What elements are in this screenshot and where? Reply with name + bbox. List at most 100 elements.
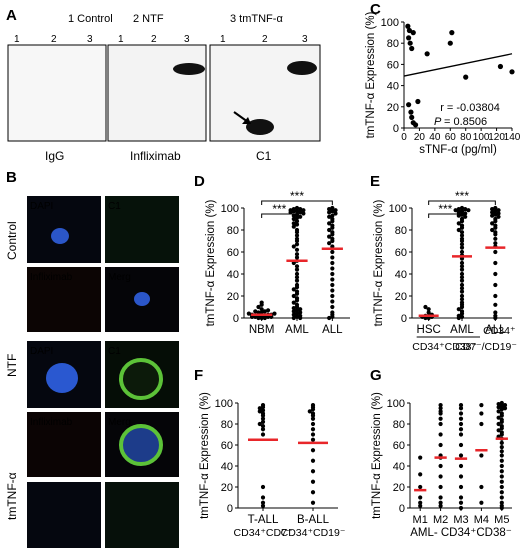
data-point xyxy=(490,227,495,233)
lane-number: 1 xyxy=(118,34,124,45)
tmtnf-row-top xyxy=(27,482,101,548)
data-point xyxy=(456,227,461,233)
data-point xyxy=(259,307,264,312)
data-point xyxy=(479,500,484,505)
stat-p-symbol: P xyxy=(434,116,442,128)
data-point xyxy=(412,122,419,128)
panel-letter-a: A xyxy=(6,7,17,24)
x-tick-label: M1 xyxy=(413,514,428,526)
data-point xyxy=(291,287,296,292)
data-point xyxy=(330,266,335,271)
y-tick-label: 40 xyxy=(387,81,399,93)
group-label: AML- CD34⁺CD38⁻ xyxy=(410,527,512,539)
nucleus-blob xyxy=(46,363,78,393)
data-point xyxy=(447,40,453,46)
data-point xyxy=(499,505,504,511)
data-point xyxy=(253,309,258,314)
data-point xyxy=(496,405,501,410)
x-tick-label: ALL xyxy=(485,324,506,336)
data-point xyxy=(499,458,504,463)
significance-stars: *** xyxy=(455,189,469,203)
y-tick-label: 0 xyxy=(227,503,233,515)
data-point xyxy=(459,267,465,272)
data-point xyxy=(499,484,504,490)
channel-label-merg: Merg xyxy=(108,272,131,283)
data-point xyxy=(310,427,316,432)
data-point xyxy=(260,503,266,508)
data-point xyxy=(438,500,443,505)
data-point xyxy=(330,213,335,218)
data-point xyxy=(459,260,465,266)
y-tick-label: 80 xyxy=(227,225,239,237)
data-point xyxy=(438,421,443,427)
data-point xyxy=(256,304,261,310)
data-point xyxy=(294,275,300,280)
micro-tile xyxy=(27,412,101,477)
data-point xyxy=(493,310,498,315)
subgroup-label: CD7⁻/CD19⁻ xyxy=(455,341,517,353)
y-tick-label: 20 xyxy=(393,482,405,494)
data-point xyxy=(499,404,504,409)
data-point xyxy=(459,293,465,299)
data-point xyxy=(499,449,504,454)
data-point xyxy=(294,233,300,238)
data-point xyxy=(493,209,498,214)
data-point xyxy=(499,426,504,431)
data-point xyxy=(438,474,443,479)
data-point xyxy=(496,401,501,407)
channel-label-infliximab: Infliximab xyxy=(30,417,73,428)
data-point xyxy=(499,500,504,505)
blot-caption-igg: IgG xyxy=(45,149,64,163)
data-point xyxy=(458,416,464,421)
y-tick-label: 40 xyxy=(393,461,405,473)
data-point xyxy=(291,312,296,317)
y-tick-label: 60 xyxy=(227,247,239,259)
y-tick-label: 60 xyxy=(393,440,405,452)
y-tick-label: 40 xyxy=(227,269,239,281)
data-point xyxy=(496,421,501,427)
data-point xyxy=(499,432,504,437)
data-point xyxy=(418,484,423,490)
y-tick-label: 20 xyxy=(227,291,239,303)
data-point xyxy=(294,304,300,310)
data-point xyxy=(310,458,316,463)
data-point xyxy=(458,453,464,458)
data-point xyxy=(459,286,465,291)
data-point xyxy=(459,242,465,247)
data-point xyxy=(406,102,412,108)
data-point xyxy=(410,29,416,36)
data-point xyxy=(459,311,465,316)
data-point xyxy=(330,219,335,224)
x-tick-label: T-ALL xyxy=(248,514,279,526)
data-point xyxy=(424,51,430,57)
data-point xyxy=(453,208,458,213)
y-tick-label: 0 xyxy=(399,503,405,515)
data-point xyxy=(310,479,316,484)
data-point xyxy=(330,225,335,230)
data-point xyxy=(310,421,316,427)
data-point xyxy=(310,448,316,453)
data-point xyxy=(310,469,316,474)
channel-label-dapi: DAPI xyxy=(30,346,53,357)
data-point xyxy=(418,503,423,508)
data-point xyxy=(459,271,465,277)
data-point xyxy=(291,293,296,299)
data-point xyxy=(456,210,461,215)
data-point xyxy=(459,314,465,319)
data-point xyxy=(294,230,300,235)
data-point xyxy=(449,29,455,36)
data-point xyxy=(438,406,443,411)
data-point xyxy=(490,213,495,218)
panel-b: Control NTF tmTNF-α xyxy=(5,196,179,520)
micro-tile xyxy=(105,196,179,263)
lane-number: 3 xyxy=(87,34,93,45)
data-point xyxy=(463,74,469,80)
data-point xyxy=(294,285,300,290)
blot-caption-infliximab: Infliximab xyxy=(130,149,181,163)
data-point xyxy=(459,225,465,230)
data-point xyxy=(291,244,296,249)
data-point xyxy=(499,495,504,500)
y-axis-label: tmTNF-α Expression (%) xyxy=(205,199,217,326)
lane-number: 2 xyxy=(51,34,57,45)
channel-label-dapi: DAPI xyxy=(30,201,53,212)
